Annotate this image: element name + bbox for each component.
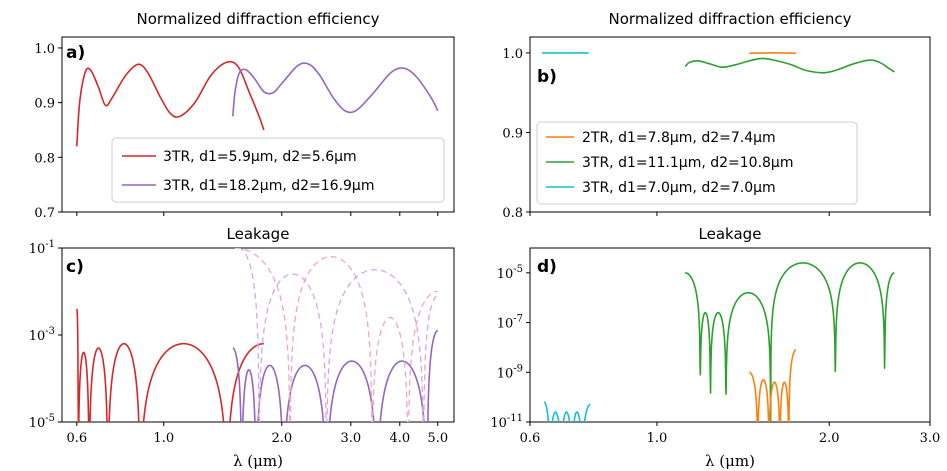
panel-d: Leakage 10-5 10-7 10-9 10-110.6 1.0 2.0 3.0 d)…: [490, 225, 940, 470]
series-line-c-0: [76, 308, 265, 422]
panel-a-title: Normalized diffraction efficiency: [137, 10, 380, 28]
ytick-label-c-0: 10-1: [29, 239, 55, 257]
panel-b: Normalized diffraction efficiency 0.8 0.9…: [502, 10, 931, 221]
ytick-label-c-2: 10-5: [29, 413, 55, 431]
ytick-label-b-2: 1.0: [502, 47, 523, 62]
panel-a-label: a): [66, 43, 85, 63]
ytick-label-a-3: 1.0: [34, 42, 55, 57]
panel-a: Normalized diffraction efficiency 0.7 0.8…: [34, 10, 455, 221]
series-line-d-2: [543, 401, 592, 422]
ytick-label-d-0: 10-5: [497, 264, 523, 282]
series-line-d-1: [748, 349, 797, 422]
series-line-d-0: [684, 262, 895, 422]
xtick-label-c-3: 3.0: [340, 431, 361, 446]
series-line-c-3: [238, 248, 439, 422]
legend-label-a-1: 3TR, d1=18.2μm, d2=16.9μm: [163, 178, 374, 194]
xtick-label-c-2: 2.0: [271, 431, 292, 446]
ytick-label-c-1: 10-3: [29, 326, 55, 344]
panel-c: Leakage 10-1 10-3 10-5 0.6 1.0 2.0 3.0 4.0 5.0 c…: [29, 225, 455, 470]
panel-a-legend-box: [111, 137, 445, 203]
xtick-label-d-0: 0.6: [520, 431, 541, 446]
panel-b-legend-box: [536, 121, 858, 205]
legend-label-b-2: 3TR, d1=7.0μm, d2=7.0μm: [582, 180, 776, 196]
panel-c-title: Leakage: [227, 225, 290, 243]
legend-label-b-1: 3TR, d1=11.1μm, d2=10.8μm: [582, 155, 793, 171]
xtick-label-d-1: 1.0: [647, 431, 668, 446]
ytick-label-a-2: 0.9: [34, 97, 55, 112]
ytick-label-d-2: 10-9: [497, 363, 523, 381]
ytick-label-b-1: 0.9: [502, 126, 523, 141]
ytick-label-d-1: 10-7: [497, 314, 523, 332]
panel-d-frame: [529, 247, 931, 423]
series-line-b-1: [684, 57, 895, 74]
panel-c-xlabel: λ (μm): [233, 452, 283, 470]
xtick-label-c-5: 5.0: [427, 431, 448, 446]
panel-b-frame: [529, 36, 931, 213]
series-line-a-0: [76, 60, 265, 147]
ytick-label-a-0: 0.7: [34, 206, 55, 221]
series-line-c-1: [232, 329, 439, 422]
panel-a-legend: 3TR, d1=5.9μm, d2=5.6μm 3TR, d1=18.2μm, …: [111, 137, 445, 203]
ytick-label-a-1: 0.8: [34, 151, 55, 166]
panel-c-label: c): [66, 257, 84, 277]
xtick-label-c-1: 1.0: [153, 431, 174, 446]
xtick-label-d-2: 2.0: [819, 431, 840, 446]
xtick-label-c-0: 0.6: [66, 431, 87, 446]
series-line-a-1: [232, 62, 439, 117]
legend-label-a-0: 3TR, d1=5.9μm, d2=5.6μm: [163, 149, 357, 165]
panel-a-frame: [61, 36, 455, 213]
panel-d-title: Leakage: [699, 225, 762, 243]
ytick-label-d-3: 10-11: [490, 413, 523, 431]
xtick-label-c-4: 4.0: [389, 431, 410, 446]
ytick-label-b-0: 0.8: [502, 206, 523, 221]
panel-b-title: Normalized diffraction efficiency: [609, 10, 852, 28]
panel-b-legend: 2TR, d1=7.8μm, d2=7.4μm 3TR, d1=11.1μm, …: [536, 121, 858, 205]
legend-label-b-0: 2TR, d1=7.8μm, d2=7.4μm: [582, 130, 776, 146]
series-line-c-2: [234, 248, 439, 422]
panel-d-xlabel: λ (μm): [705, 452, 755, 470]
panel-d-label: d): [537, 257, 557, 277]
panel-b-label: b): [537, 67, 557, 87]
xtick-label-d-3: 3.0: [920, 431, 941, 446]
